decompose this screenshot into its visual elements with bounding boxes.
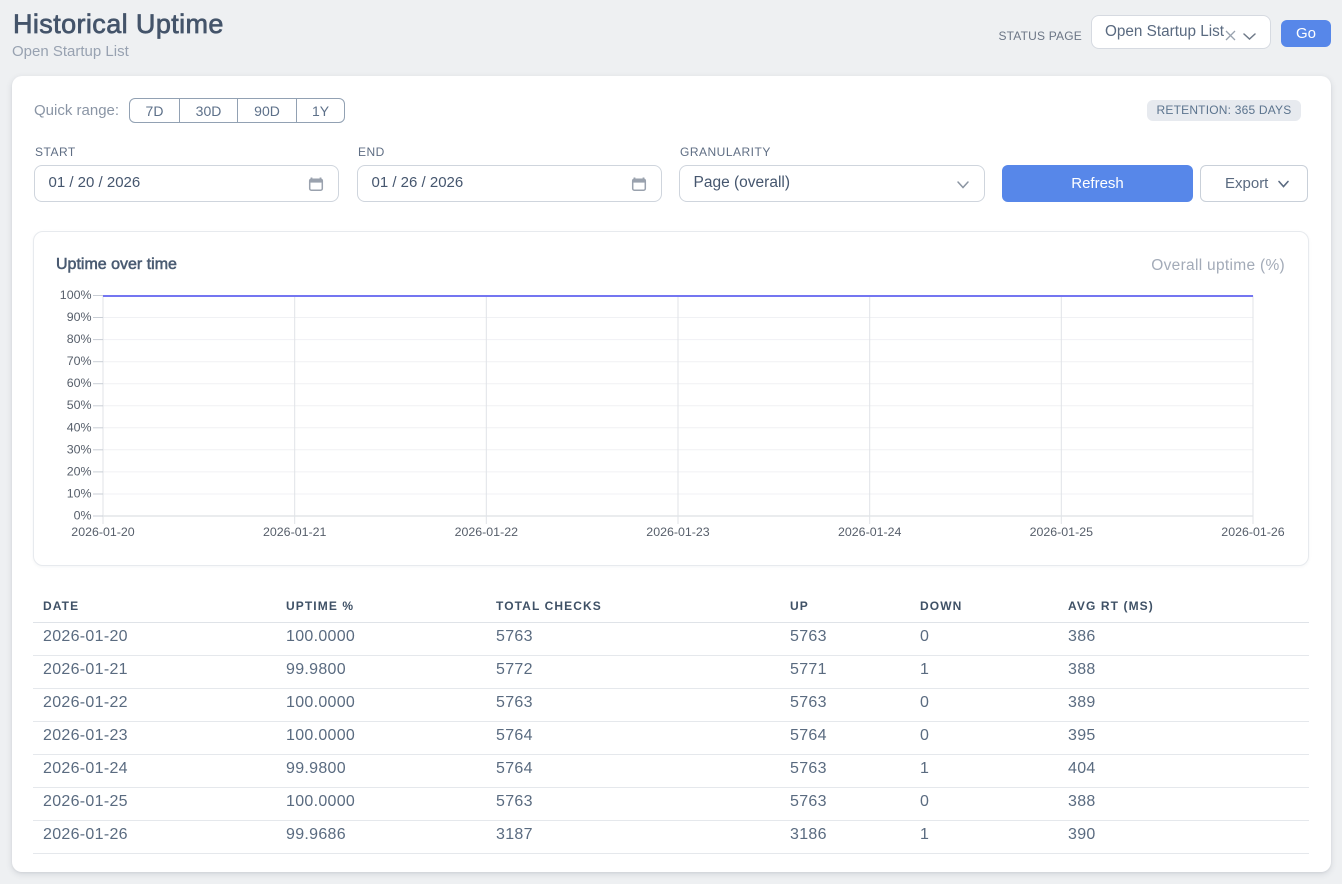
svg-text:2026-01-22: 2026-01-22 [455,525,518,539]
svg-text:10%: 10% [67,487,92,501]
svg-text:60%: 60% [67,376,92,390]
svg-text:0%: 0% [74,509,92,523]
svg-text:20%: 20% [67,464,92,478]
svg-text:2026-01-25: 2026-01-25 [1030,525,1093,539]
svg-text:30%: 30% [67,442,92,456]
svg-text:50%: 50% [67,398,92,412]
svg-text:80%: 80% [67,332,92,346]
svg-text:100%: 100% [60,288,92,302]
svg-text:90%: 90% [67,310,92,324]
svg-text:2026-01-24: 2026-01-24 [838,525,901,539]
svg-text:2026-01-20: 2026-01-20 [71,525,134,539]
svg-text:2026-01-26: 2026-01-26 [1221,525,1284,539]
svg-text:2026-01-21: 2026-01-21 [263,525,326,539]
svg-text:2026-01-23: 2026-01-23 [646,525,709,539]
svg-text:40%: 40% [67,420,92,434]
svg-text:70%: 70% [67,354,92,368]
